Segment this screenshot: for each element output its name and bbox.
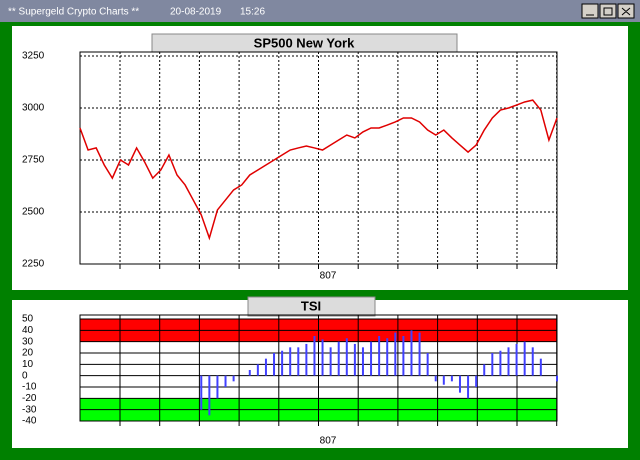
y-tick-label: -20 <box>22 393 37 404</box>
y-tick-label: 10 <box>22 359 34 370</box>
button-icons <box>586 7 631 16</box>
y-tick-label: -30 <box>22 404 37 415</box>
y-tick-label: 20 <box>22 348 34 359</box>
title-box <box>247 296 376 317</box>
maximize-button[interactable] <box>599 3 617 19</box>
y-tick-label: 30 <box>22 336 34 347</box>
x-axis-label: 807 <box>320 271 337 282</box>
y-tick-label: 2750 <box>22 155 45 166</box>
y-tick-label: 3000 <box>22 103 45 114</box>
y-tick-label: 50 <box>22 314 34 325</box>
price-line <box>79 99 558 241</box>
top-panel <box>12 26 628 290</box>
y-tick-label: 2500 <box>22 207 45 218</box>
chart-title: TSI <box>301 298 321 313</box>
y-tick-label: 40 <box>22 325 34 336</box>
plot-frame <box>79 314 558 422</box>
y-tick-label: -10 <box>22 382 37 393</box>
window-time: 15:26 <box>240 7 265 18</box>
title-bar <box>0 0 640 22</box>
window-date: 20-08-2019 <box>170 7 222 18</box>
window-title: ** Supergeld Crypto Charts ** <box>8 7 139 18</box>
y-tick-label: 3250 <box>22 51 45 62</box>
y-tick-label: 0 <box>22 370 28 381</box>
x-axis-label: 807 <box>320 436 337 447</box>
minimize-button[interactable] <box>581 3 599 19</box>
y-tick-label: 2250 <box>22 259 45 270</box>
chart-title: SP500 New York <box>254 35 355 50</box>
plot-frame <box>79 51 558 265</box>
window-buttons[interactable] <box>581 3 635 19</box>
y-tick-label: -40 <box>22 416 37 427</box>
